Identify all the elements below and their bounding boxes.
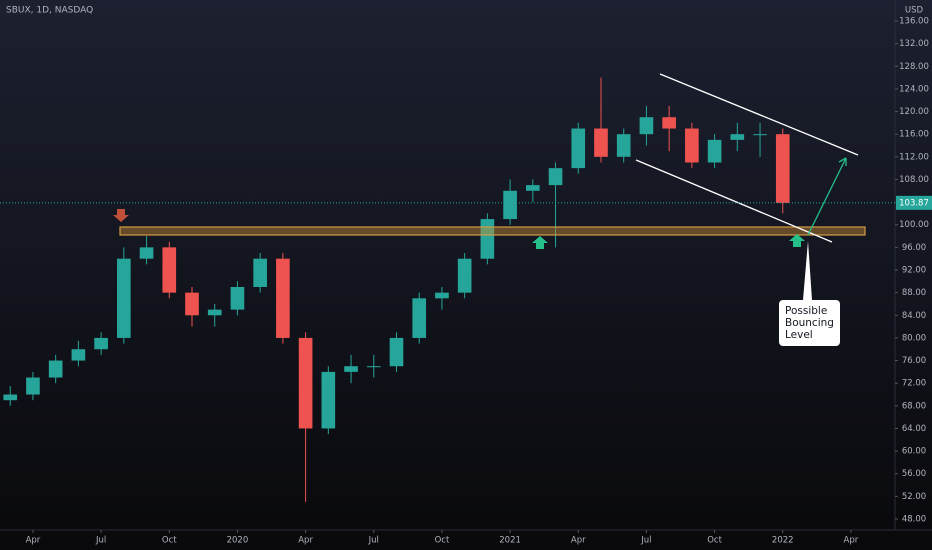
last-price-label: 103.87 bbox=[899, 198, 929, 208]
x-tick-label: Oct bbox=[162, 536, 177, 546]
x-tick-label: Jul bbox=[95, 536, 106, 546]
candle-body bbox=[94, 337, 108, 350]
candle-body bbox=[48, 360, 63, 378]
y-tick-label: 64.00 bbox=[902, 424, 926, 434]
candle-body bbox=[71, 349, 86, 361]
candle-body bbox=[117, 258, 131, 338]
y-tick-label: 116.00 bbox=[899, 130, 929, 140]
candle-body bbox=[775, 134, 790, 203]
callout-text: Possible bbox=[785, 305, 827, 317]
y-tick-label: 88.00 bbox=[902, 288, 926, 298]
candle-body bbox=[139, 247, 154, 259]
candle-body bbox=[321, 371, 336, 429]
x-tick-label: Apr bbox=[844, 536, 859, 546]
y-tick-label: 80.00 bbox=[902, 333, 926, 343]
callout-box bbox=[779, 300, 840, 346]
candle-body bbox=[3, 394, 18, 401]
candle-body bbox=[457, 258, 472, 293]
candle-body bbox=[344, 366, 358, 372]
y-tick-label: 48.00 bbox=[902, 515, 926, 525]
last-price-box bbox=[896, 195, 932, 210]
y-tick-label: 132.00 bbox=[899, 39, 929, 49]
currency: USD bbox=[905, 6, 924, 16]
up-arrow bbox=[789, 234, 805, 247]
y-tick-label: 100.00 bbox=[899, 220, 929, 230]
plot bbox=[3, 77, 790, 503]
y-tick-label: 52.00 bbox=[902, 492, 926, 502]
candle-body bbox=[548, 168, 563, 186]
callout-pointer bbox=[803, 241, 812, 300]
y-tick-label: 60.00 bbox=[902, 447, 926, 457]
y-tick-label: 92.00 bbox=[902, 266, 926, 276]
candle-body bbox=[594, 128, 608, 157]
candle-body bbox=[298, 337, 313, 429]
symbol-title: SBUX, 1D, NASDAQ bbox=[6, 6, 93, 16]
candle-body bbox=[435, 292, 449, 299]
candle-body bbox=[730, 134, 745, 140]
x-tick-label: Jul bbox=[640, 536, 651, 546]
y-tick-label: 56.00 bbox=[902, 469, 926, 479]
candle-body bbox=[162, 247, 177, 293]
candle-body bbox=[276, 258, 290, 338]
candle-body bbox=[639, 117, 654, 135]
channel-top bbox=[659, 73, 859, 156]
candle-body bbox=[685, 128, 699, 163]
y-tick-label: 120.00 bbox=[899, 107, 929, 117]
x-tick-label: Apr bbox=[298, 536, 313, 546]
candle-body bbox=[26, 377, 40, 395]
projection-arrowhead bbox=[838, 157, 847, 166]
candle-body bbox=[616, 134, 631, 157]
x-tick-label: Jul bbox=[368, 536, 379, 546]
y-tick-label: 136.00 bbox=[899, 16, 929, 26]
x-tick-label: Apr bbox=[571, 536, 586, 546]
y-tick-label: 76.00 bbox=[902, 356, 926, 366]
callout-text: Level bbox=[785, 329, 813, 341]
x-tick-label: 2020 bbox=[227, 536, 249, 546]
candle-body bbox=[707, 139, 722, 163]
y-tick-label: 72.00 bbox=[902, 379, 926, 389]
candle-body bbox=[185, 292, 199, 316]
candle-body bbox=[230, 286, 245, 310]
candle-body bbox=[503, 190, 517, 220]
channel-bottom bbox=[635, 159, 833, 243]
support-zone bbox=[119, 226, 866, 236]
y-tick-label: 112.00 bbox=[899, 152, 929, 162]
drawings: Possible Bouncing Level bbox=[113, 73, 866, 346]
y-tick-label: 128.00 bbox=[899, 62, 929, 72]
y-tick-label: 108.00 bbox=[899, 175, 929, 185]
x-tick-label: Oct bbox=[435, 536, 450, 546]
candle-body bbox=[753, 134, 767, 136]
candle-body bbox=[662, 117, 676, 129]
x-tick-label: 2021 bbox=[499, 536, 521, 546]
candle-body bbox=[571, 128, 586, 169]
y-tick-label: 96.00 bbox=[902, 243, 926, 253]
candle-body bbox=[253, 258, 267, 287]
x-tick-label: Oct bbox=[707, 536, 722, 546]
y-tick-label: 68.00 bbox=[902, 401, 926, 411]
y-tick-label: 124.00 bbox=[899, 84, 929, 94]
up-arrow bbox=[532, 236, 548, 249]
candle-body bbox=[207, 309, 222, 316]
candle-body bbox=[412, 298, 427, 338]
projection-arrow bbox=[807, 157, 847, 236]
candle-body bbox=[480, 219, 495, 259]
callout-text: Bouncing bbox=[785, 317, 834, 329]
candle-body bbox=[389, 337, 404, 367]
y-tick-label: 84.00 bbox=[902, 311, 926, 321]
candle-body bbox=[526, 185, 540, 191]
x-tick-label: Apr bbox=[26, 536, 41, 546]
down-arrow bbox=[113, 209, 129, 222]
x-tick-label: 2022 bbox=[772, 536, 794, 546]
candle-body bbox=[366, 366, 381, 368]
